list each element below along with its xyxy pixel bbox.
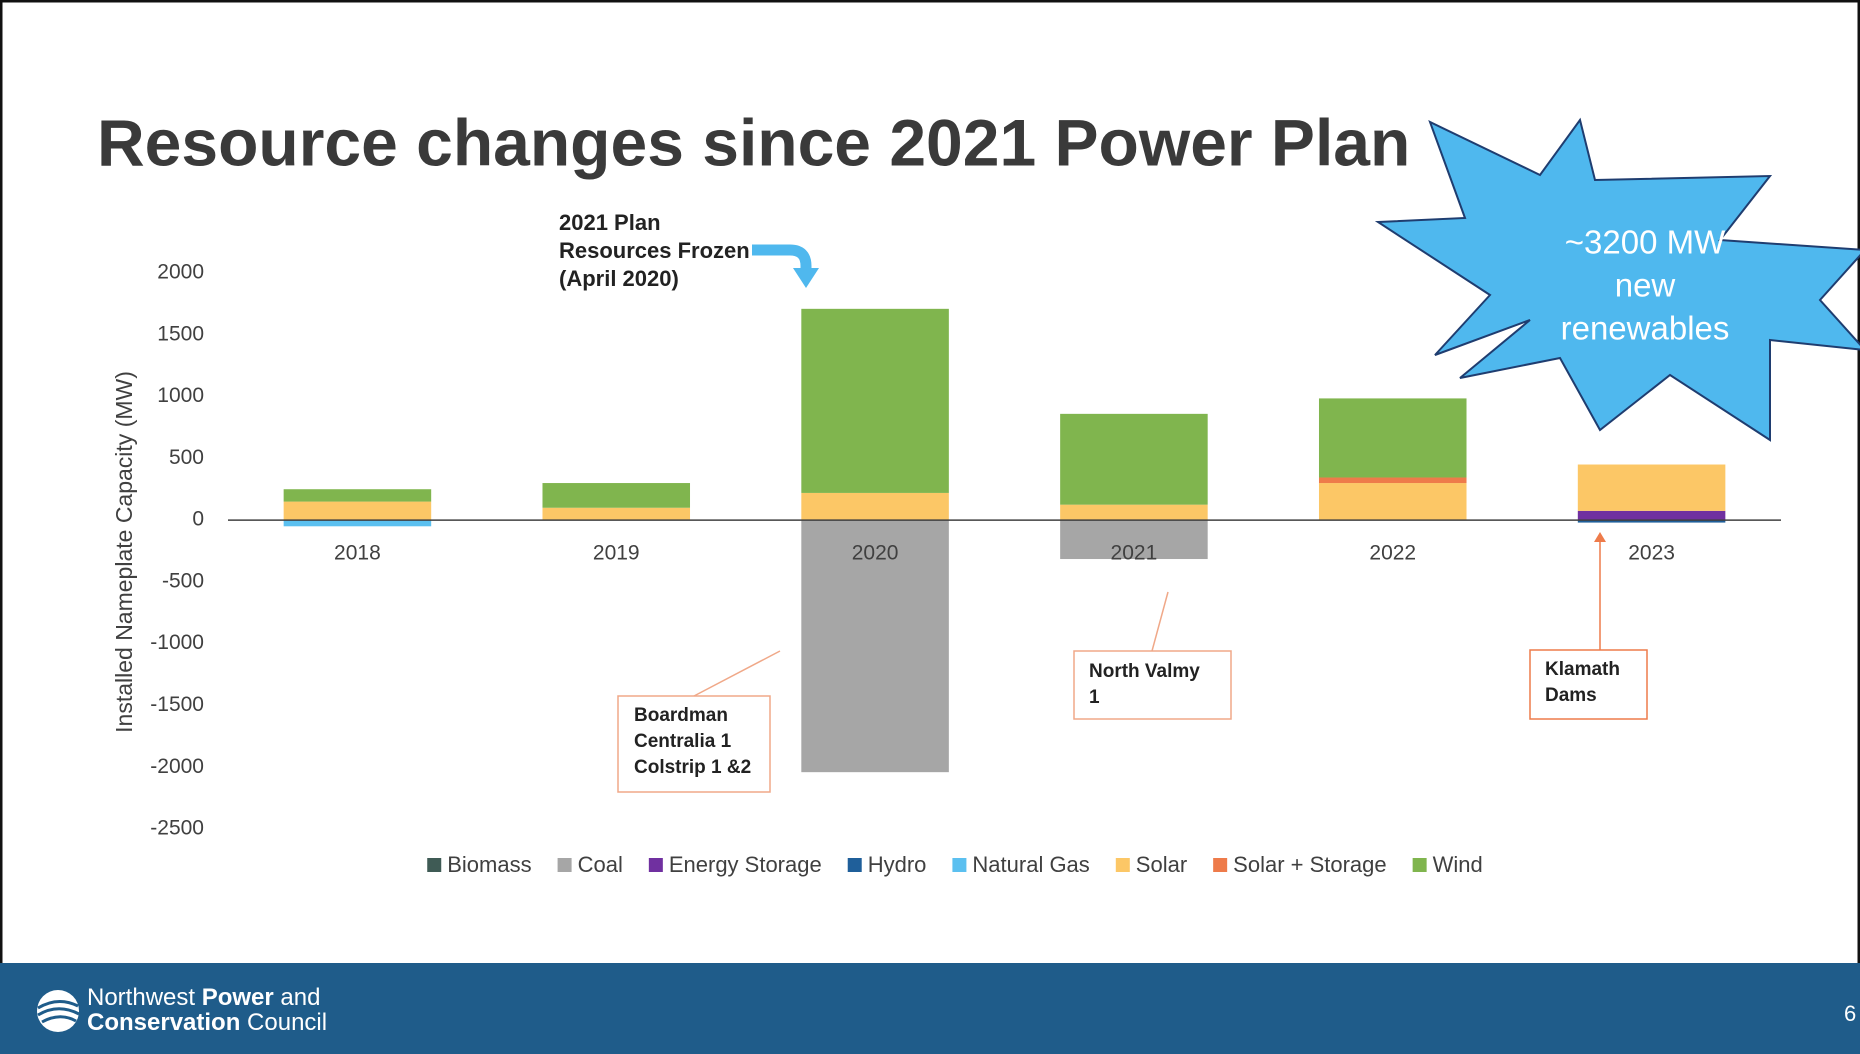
- bar-segment: [283, 489, 432, 502]
- bar-segment: [1318, 477, 1467, 484]
- logo: [37, 990, 79, 1032]
- legend-swatch: [1115, 858, 1130, 872]
- footer-band: [0, 963, 1860, 1054]
- y-tick-label: 0: [192, 508, 204, 531]
- annotation-text: Boardman: [634, 705, 728, 726]
- org-word: Conservation: [87, 1009, 240, 1036]
- annotation-text: Dams: [1545, 685, 1597, 706]
- legend-label: Biomass: [447, 852, 531, 877]
- bar-segment: [1577, 510, 1726, 521]
- y-tick-label: -1500: [150, 693, 204, 716]
- legend-swatch: [427, 858, 442, 872]
- legend-label: Natural Gas: [972, 852, 1089, 877]
- bar-segment: [1060, 413, 1208, 505]
- org-word: Council: [247, 1009, 327, 1036]
- legend-label: Hydro: [868, 852, 927, 877]
- bar-segment: [1577, 520, 1726, 523]
- legend-label: Wind: [1433, 852, 1483, 877]
- y-tick-label: 1000: [157, 384, 204, 407]
- legend-swatch: [557, 858, 572, 872]
- annotation-text: Resources Frozen: [559, 238, 750, 263]
- x-tick-label: 2021: [1111, 542, 1158, 565]
- y-tick-label: -2000: [150, 755, 204, 778]
- bar-segment: [283, 520, 432, 527]
- org-word: Power: [202, 984, 274, 1011]
- y-axis-title: Installed Nameplate Capacity (MW): [111, 371, 137, 733]
- y-tick-label: 2000: [157, 261, 204, 284]
- legend-swatch: [1412, 858, 1427, 872]
- annotation-box: [1529, 649, 1648, 720]
- bar-segment: [1060, 504, 1208, 521]
- frozen-arrow-head: [793, 268, 819, 288]
- annotation-arrow: [693, 650, 781, 697]
- callout-text: renewables: [1561, 310, 1730, 347]
- bar-segment: [1318, 483, 1467, 521]
- legend-swatch: [847, 858, 862, 872]
- annotation-text: North Valmy: [1089, 661, 1200, 682]
- y-tick-label: -1000: [150, 631, 204, 654]
- legend-swatch: [648, 858, 663, 872]
- annotation-text: Centralia 1: [634, 731, 732, 752]
- org-word: Northwest: [87, 984, 195, 1011]
- legend-swatch: [952, 858, 967, 872]
- org-word: and: [280, 984, 320, 1011]
- bar-segment: [1318, 398, 1467, 478]
- x-tick-label: 2020: [852, 542, 899, 565]
- bar-segment: [801, 308, 949, 493]
- footer-org: Conservation Council: [87, 1009, 327, 1036]
- callout-text: new: [1615, 267, 1676, 304]
- annotation-arrow-head: [1594, 532, 1606, 542]
- legend-swatch: [1213, 858, 1228, 872]
- x-tick-label: 2018: [334, 542, 381, 565]
- footer-org: Northwest Power and: [87, 984, 320, 1011]
- page-number: 6: [1844, 1001, 1856, 1026]
- annotation-arrow: [1151, 591, 1169, 652]
- y-tick-label: -2500: [150, 817, 204, 840]
- plot: -2500 -2000 -1500 -1000 -500 0 500 1000 1500 2000…: [150, 261, 1781, 840]
- frozen-arrow: [752, 244, 812, 270]
- chart-title: Resource changes since 2021 Power Plan: [97, 105, 1410, 179]
- y-tick-label: 500: [169, 446, 204, 469]
- bar-segment: [801, 492, 949, 521]
- bar-segment: [283, 501, 432, 521]
- bar-segment: [1060, 520, 1208, 560]
- annotation-text: Klamath: [1545, 659, 1620, 680]
- bar-segment: [542, 507, 691, 521]
- legend-label: Solar: [1136, 852, 1187, 877]
- logo-waves: [37, 1000, 80, 1024]
- annotation-text: 2021 Plan: [559, 210, 661, 235]
- y-tick-label: 1500: [157, 322, 204, 345]
- annotation-text: Colstrip 1 &2: [634, 757, 751, 778]
- annotation-text: 1: [1089, 687, 1100, 708]
- bar-segment: [801, 520, 949, 773]
- bar-segment: [542, 483, 691, 508]
- annotation-box: [617, 695, 771, 793]
- callout-starburst: [1374, 117, 1860, 442]
- x-tick-label: 2019: [593, 542, 640, 565]
- annotation-text: (April 2020): [559, 266, 679, 291]
- y-tick-label: -500: [162, 569, 204, 592]
- x-tick-label: 2023: [1628, 542, 1675, 565]
- legend-label: Energy Storage: [669, 852, 822, 877]
- legend-label: Coal: [578, 852, 623, 877]
- callout-text: ~3200 MW: [1565, 224, 1726, 261]
- bar-segment: [1577, 464, 1726, 511]
- legend-label: Solar + Storage: [1233, 852, 1386, 877]
- x-tick-label: 2022: [1369, 542, 1416, 565]
